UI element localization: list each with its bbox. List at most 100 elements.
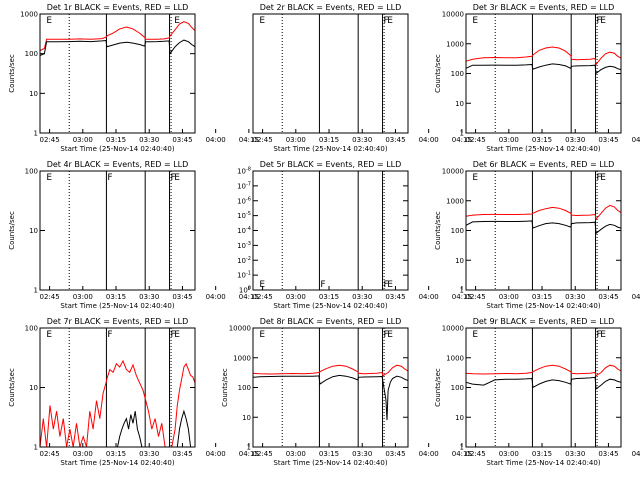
flag-label: E — [259, 330, 265, 340]
flag-label: F — [384, 280, 389, 290]
x-tick-label: 04:15 — [452, 450, 472, 458]
x-tick-label: 03:45 — [172, 450, 192, 458]
x-axis-label: Start Time (25-Nov-14 02:40:40) — [60, 302, 174, 310]
x-tick-label: 02:45 — [39, 136, 59, 144]
x-tick-label: 03:15 — [106, 293, 126, 301]
flag-label: E — [387, 280, 393, 290]
chart-panel-det-2r: Det 2r BLACK = Events, RED = LLD 02:45 03:… — [252, 3, 471, 153]
chart-title: Det 5r BLACK = Events, RED = LLD — [260, 160, 402, 169]
series-line-events — [39, 39, 196, 56]
y-tick-label: 10-7 — [237, 181, 251, 190]
y-tick-label: 10000 — [442, 325, 464, 333]
flag-label: F — [107, 173, 112, 183]
x-tick-label: 03:30 — [139, 293, 159, 301]
y-tick-label: 10000 — [442, 11, 464, 19]
flag-label: E — [259, 280, 265, 290]
flag-label: E — [472, 16, 478, 26]
series-line-lld — [465, 364, 622, 377]
x-tick-label: 03:15 — [532, 136, 552, 144]
x-tick-label: 03:30 — [139, 450, 159, 458]
y-tick-label: 1000 — [446, 197, 464, 205]
x-tick-label: 02:45 — [465, 136, 485, 144]
chart-title: Det 9r BLACK = Events, RED = LLD — [473, 317, 615, 326]
flag-label: E — [387, 16, 393, 26]
x-tick-label: 04:00 — [206, 293, 226, 301]
y-axis-label: Counts/sec — [434, 368, 442, 407]
x-tick-label: 04:15 — [452, 136, 472, 144]
x-tick-label: 02:45 — [465, 293, 485, 301]
x-tick-label: 02:45 — [39, 450, 59, 458]
x-axis-label: Start Time (25-Nov-14 02:40:40) — [273, 145, 387, 153]
x-tick-label: 03:45 — [172, 293, 192, 301]
chart-title: Det 8r BLACK = Events, RED = LLD — [260, 317, 402, 326]
chart-title: Det 7r BLACK = Events, RED = LLD — [47, 317, 189, 326]
flag-label: E — [46, 330, 52, 340]
chart-panel-det-3r: Det 3r BLACK = Events, RED = LLD 1 10 100 10… — [434, 3, 640, 153]
flag-label: F — [171, 173, 176, 183]
x-tick-label: 03:45 — [598, 293, 618, 301]
x-tick-label: 03:45 — [598, 136, 618, 144]
y-tick-label: 100 — [451, 70, 464, 78]
flag-label: F — [597, 173, 602, 183]
y-tick-label: 1 — [460, 444, 464, 452]
y-tick-label: 100 — [451, 384, 464, 392]
plot-frame — [39, 13, 196, 134]
x-tick-label: 03:30 — [352, 450, 372, 458]
y-tick-label: 100 — [25, 168, 38, 176]
x-axis-label: Start Time (25-Nov-14 02:40:40) — [273, 459, 387, 467]
y-tick-label: 100 — [25, 50, 38, 58]
y-tick-label: 1000 — [233, 354, 251, 362]
flag-label: F — [171, 330, 176, 340]
y-tick-label: 1000 — [446, 40, 464, 48]
x-tick-label: 03:00 — [73, 136, 93, 144]
y-tick-label: 10-3 — [237, 241, 251, 250]
series-line-lld — [465, 204, 622, 221]
y-axis-label: Counts/sec — [434, 54, 442, 93]
y-tick-label: 1000 — [20, 11, 38, 19]
x-tick-label: 03:30 — [565, 293, 585, 301]
series-line-lld — [39, 359, 196, 448]
x-tick-label: 04:00 — [632, 136, 640, 144]
chart-panel-det-8r: Det 8r BLACK = Events, RED = LLD11010010… — [221, 317, 472, 467]
x-tick-label: 03:30 — [352, 136, 372, 144]
series-line-events — [465, 63, 622, 75]
x-tick-label: 04:00 — [632, 293, 640, 301]
y-axis-label: Counts/sec — [8, 368, 16, 407]
x-axis-label: Start Time (25-Nov-14 02:40:40) — [60, 145, 174, 153]
y-tick-label: 100 — [239, 286, 251, 295]
y-tick-label: 100 — [25, 325, 38, 333]
flag-label: E — [600, 173, 606, 183]
chart-panel-det-4r: Det 4r BLACK = Events, RED = LLD 1 10 100 02… — [8, 160, 259, 310]
y-tick-label: 1 — [460, 130, 464, 138]
y-axis-label: Counts/sec — [434, 211, 442, 250]
x-tick-label: 04:15 — [239, 450, 259, 458]
x-tick-label: 02:45 — [39, 293, 59, 301]
flag-label: E — [174, 173, 180, 183]
series-line-lld — [39, 21, 196, 51]
x-tick-label: 03:30 — [565, 450, 585, 458]
chart-title: Det 2r BLACK = Events, RED = LLD — [260, 3, 402, 12]
x-tick-label: 03:00 — [286, 293, 306, 301]
x-tick-label: 04:15 — [452, 293, 472, 301]
x-tick-label: 03:00 — [499, 293, 519, 301]
flag-label: F — [597, 330, 602, 340]
x-axis-label: Start Time (25-Nov-14 02:40:40) — [486, 459, 600, 467]
x-tick-label: 02:45 — [252, 293, 272, 301]
x-tick-label: 04:00 — [419, 136, 439, 144]
flag-label: E — [259, 16, 265, 26]
y-tick-label: 10-5 — [237, 211, 251, 220]
x-axis-label: Start Time (25-Nov-14 02:40:40) — [273, 302, 387, 310]
y-tick-label: 10-8 — [237, 167, 251, 176]
x-axis-label: Start Time (25-Nov-14 02:40:40) — [486, 145, 600, 153]
x-tick-label: 03:30 — [352, 293, 372, 301]
flag-label: E — [174, 16, 180, 26]
flag-label: F — [384, 16, 389, 26]
x-tick-label: 03:45 — [385, 136, 405, 144]
x-tick-label: 03:15 — [319, 293, 339, 301]
flag-label: E — [600, 330, 606, 340]
x-tick-label: 03:45 — [598, 450, 618, 458]
x-tick-label: 04:00 — [419, 450, 439, 458]
x-tick-label: 03:00 — [286, 136, 306, 144]
series-line-events — [465, 220, 622, 235]
